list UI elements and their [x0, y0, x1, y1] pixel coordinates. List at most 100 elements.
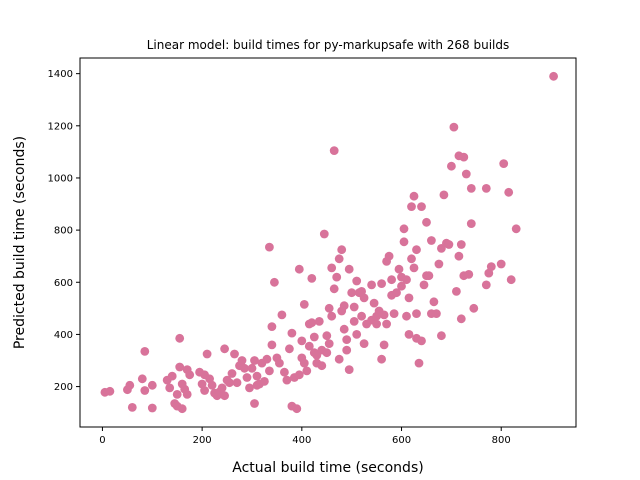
data-point-79: [304, 341, 314, 351]
data-point-98: [332, 272, 342, 282]
data-point-58: [267, 340, 277, 350]
data-point-111: [349, 317, 359, 326]
data-point-34: [217, 383, 227, 393]
data-point-88: [317, 361, 327, 371]
data-point-70: [292, 404, 302, 414]
data-point-93: [324, 339, 334, 348]
data-point-171: [449, 122, 459, 132]
data-point-137: [394, 264, 404, 274]
data-point-116: [357, 311, 366, 321]
y-tick-label: 1000: [48, 173, 73, 184]
x-tick-label: 0: [99, 435, 105, 446]
data-point-35: [220, 391, 230, 401]
plot-frame: [79, 57, 577, 428]
data-point-51: [252, 371, 262, 381]
data-point-41: [232, 378, 242, 388]
data-point-118: [359, 339, 369, 348]
data-point-185: [481, 184, 491, 193]
data-point-54: [260, 377, 269, 386]
data-point-183: [469, 303, 479, 313]
data-point-181: [466, 219, 476, 229]
data-point-96: [329, 146, 339, 156]
data-point-156: [419, 280, 429, 290]
data-point-95: [327, 311, 337, 321]
data-point-94: [327, 263, 337, 273]
data-point-167: [439, 190, 449, 200]
data-point-64: [280, 367, 289, 377]
data-point-172: [452, 287, 461, 296]
data-point-26: [200, 386, 210, 395]
data-point-46: [245, 383, 254, 393]
data-point-151: [412, 309, 421, 318]
data-point-67: [287, 328, 297, 338]
x-tick-label: 400: [292, 435, 311, 446]
data-point-47: [247, 363, 257, 373]
data-points: [100, 71, 558, 414]
y-tick-label: 800: [54, 226, 73, 237]
x-axis-ticks: 0 200 400 600 800: [99, 427, 511, 446]
data-point-59: [267, 322, 277, 331]
data-point-63: [277, 310, 287, 320]
data-point-177: [459, 152, 469, 162]
y-axis-ticks: 200 400 600 800 1000 1200 1400: [48, 69, 80, 393]
data-point-180: [464, 270, 474, 279]
chart-title: Linear model: build times for py-markups…: [147, 38, 510, 52]
data-point-89: [319, 229, 329, 239]
data-point-193: [549, 71, 558, 81]
data-point-86: [314, 317, 324, 326]
data-point-129: [379, 340, 389, 350]
data-point-187: [486, 262, 496, 271]
data-point-146: [407, 202, 416, 212]
data-point-4: [127, 403, 137, 412]
data-point-60: [270, 277, 279, 287]
data-point-38: [225, 378, 234, 388]
data-point-126: [377, 279, 386, 288]
data-point-170: [447, 161, 456, 171]
data-point-176: [456, 240, 466, 249]
data-point-65: [282, 375, 292, 385]
data-point-189: [499, 159, 509, 169]
data-point-106: [342, 345, 352, 355]
data-point-5: [137, 374, 147, 384]
data-point-135: [389, 309, 399, 318]
data-point-145: [404, 330, 414, 339]
data-point-12: [167, 371, 177, 381]
data-point-104: [339, 324, 349, 334]
data-point-192: [511, 224, 521, 234]
data-point-110: [349, 302, 359, 312]
data-point-57: [265, 366, 274, 376]
data-point-90: [322, 331, 332, 341]
data-point-22: [182, 390, 192, 399]
data-point-76: [299, 358, 309, 368]
y-tick-label: 600: [54, 278, 73, 289]
data-point-182: [466, 184, 476, 193]
data-point-100: [334, 354, 344, 364]
x-tick-label: 600: [392, 435, 411, 446]
data-point-103: [339, 301, 349, 311]
y-tick-label: 400: [54, 330, 73, 341]
y-tick-label: 1400: [48, 69, 73, 80]
data-point-8: [147, 403, 157, 413]
y-axis-label: Predicted build time (seconds): [12, 136, 28, 349]
data-point-128: [379, 310, 389, 320]
data-point-71: [294, 264, 304, 274]
data-point-39: [227, 369, 237, 378]
data-point-3: [125, 380, 135, 390]
data-point-190: [504, 187, 514, 197]
data-point-123: [372, 319, 381, 329]
y-tick-label: 1200: [48, 121, 73, 132]
data-point-112: [352, 276, 362, 286]
data-point-191: [506, 275, 516, 285]
data-point-179: [461, 169, 471, 179]
data-point-184: [481, 280, 491, 290]
data-point-127: [377, 354, 386, 364]
data-point-81: [307, 318, 317, 328]
data-point-131: [382, 319, 391, 329]
data-point-162: [429, 297, 439, 307]
data-point-188: [496, 259, 506, 269]
data-point-82: [309, 332, 319, 342]
data-point-23: [185, 370, 195, 380]
data-point-80: [307, 274, 317, 283]
x-tick-label: 200: [193, 435, 212, 446]
data-point-157: [422, 217, 431, 227]
